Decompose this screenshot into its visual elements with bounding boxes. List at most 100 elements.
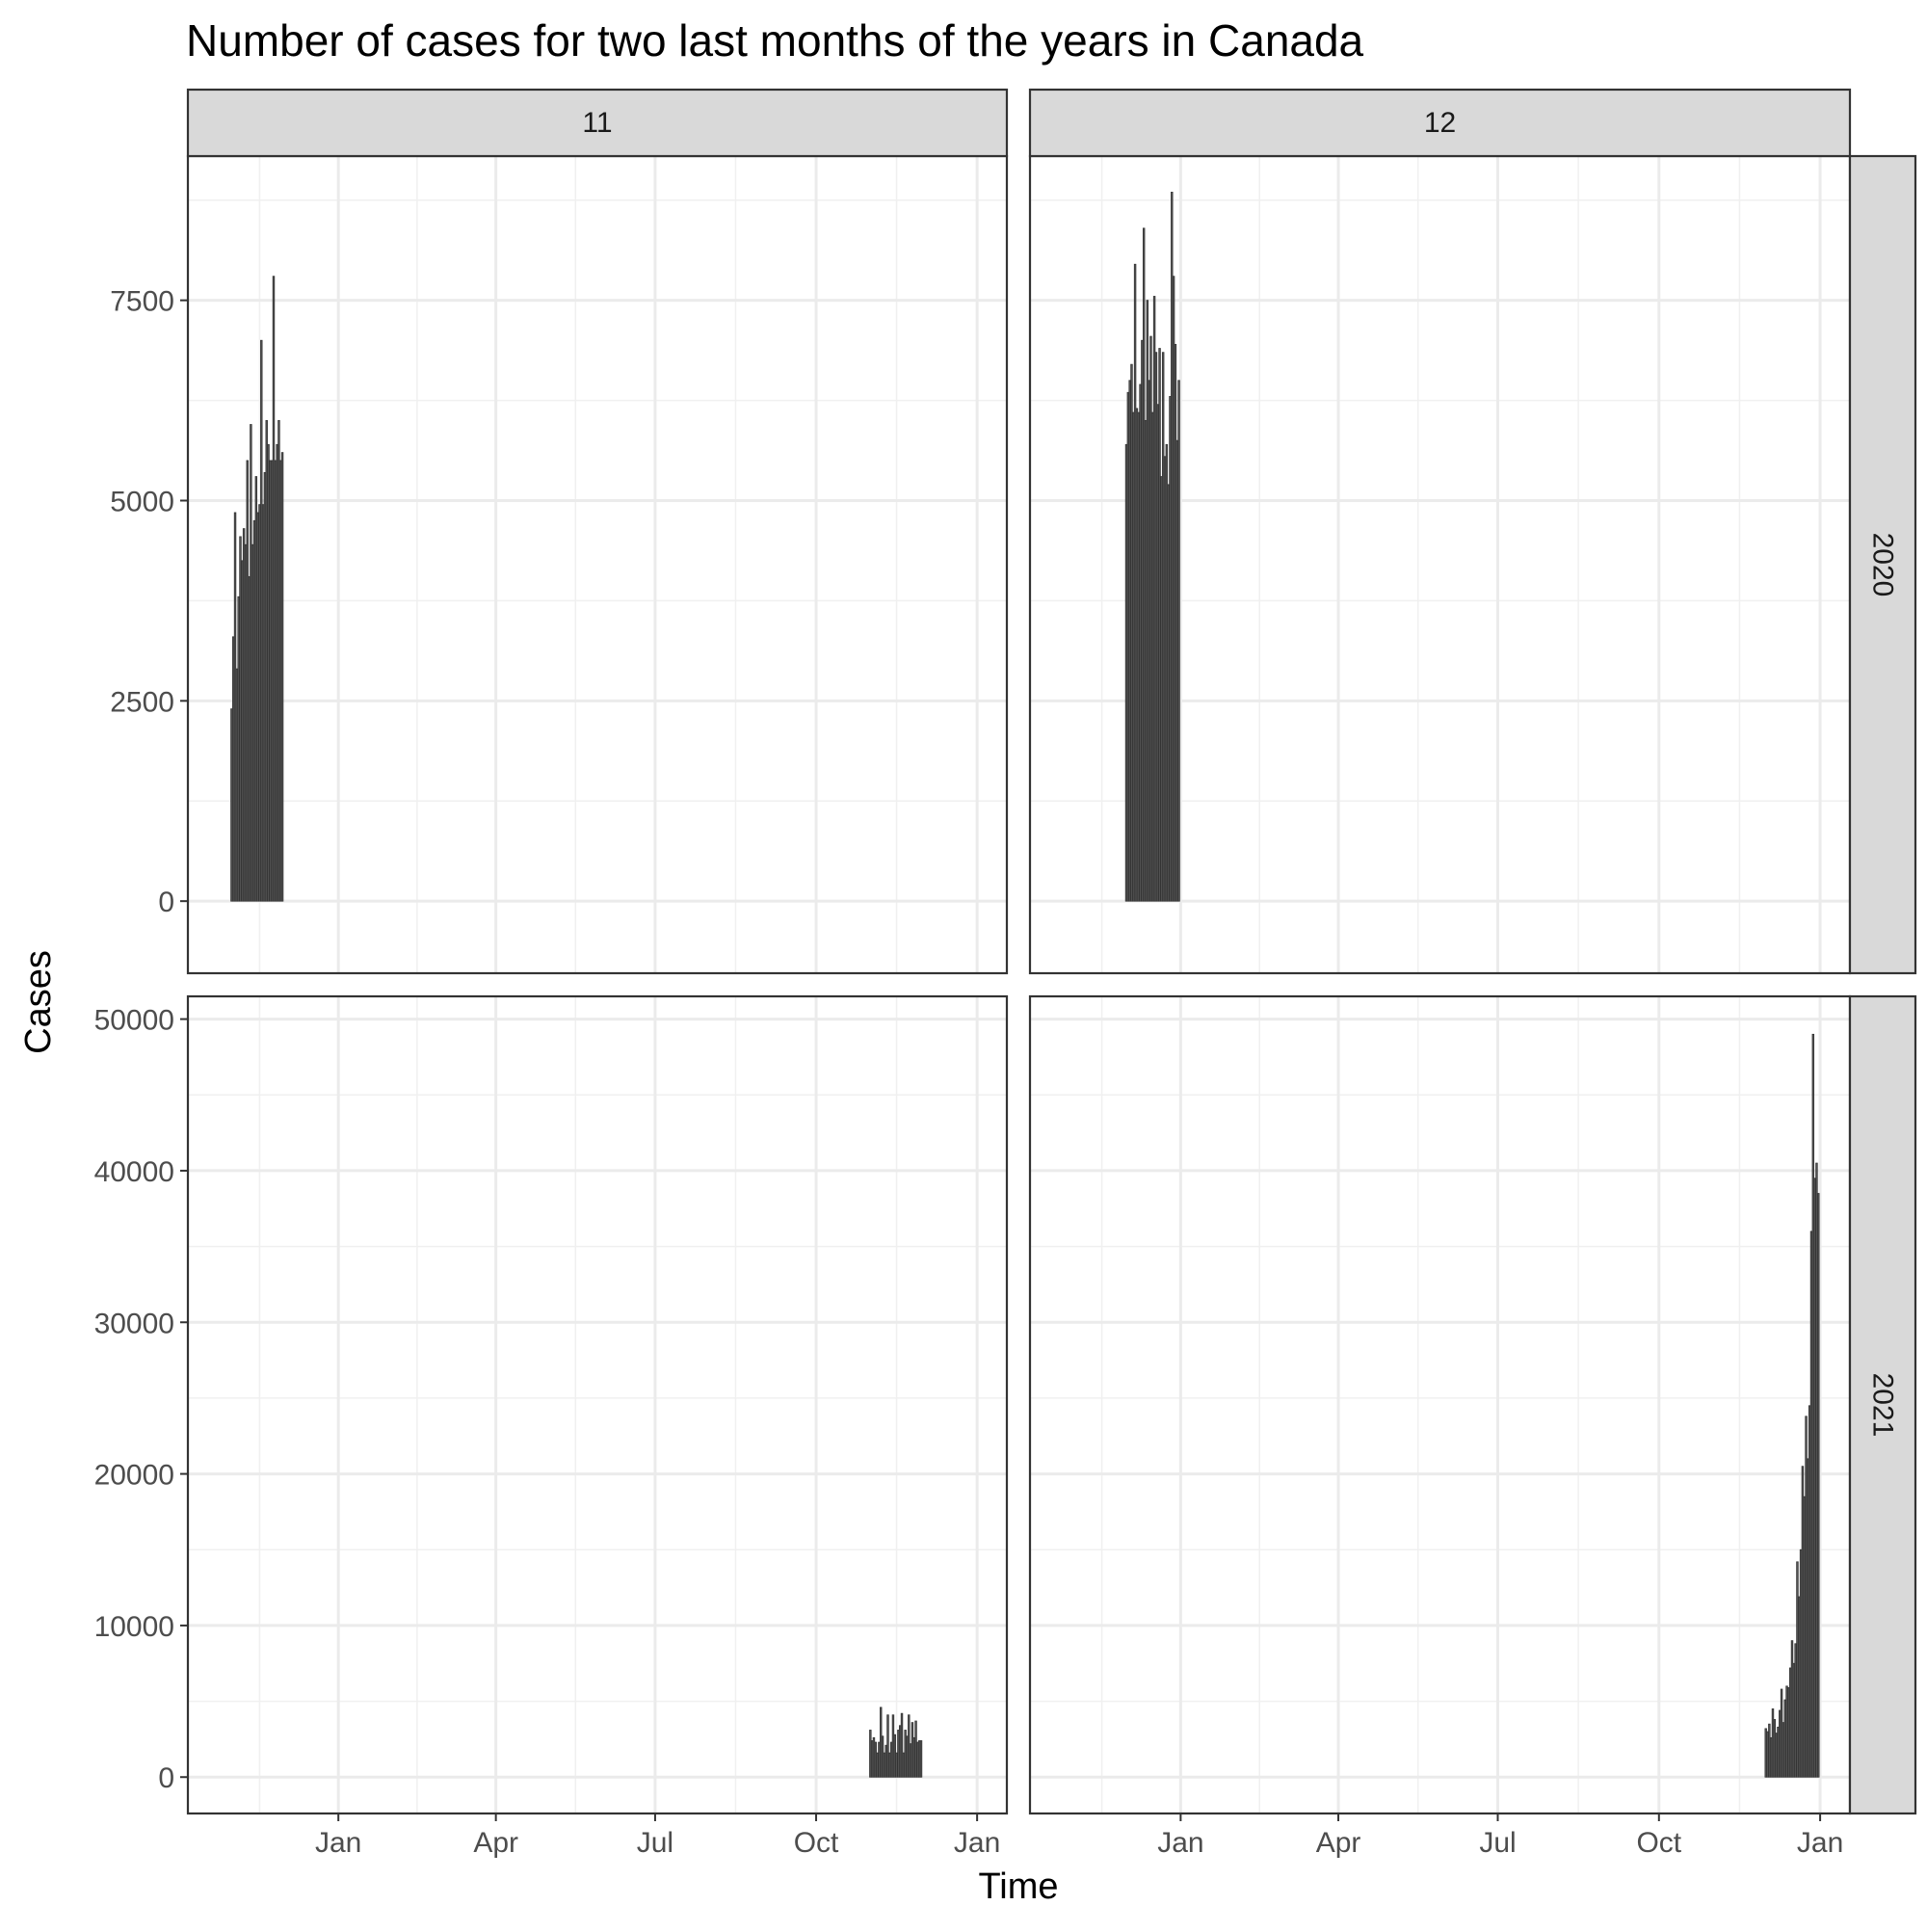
bar (1782, 1722, 1785, 1778)
bar (1135, 408, 1139, 902)
bar (1799, 1548, 1803, 1778)
bar (230, 708, 233, 902)
bar (902, 1752, 906, 1778)
bar (912, 1736, 915, 1778)
bar (272, 276, 276, 902)
bar (891, 1714, 895, 1778)
bar (1764, 1728, 1767, 1778)
bar (1768, 1723, 1771, 1778)
x-tick-label: Jan (315, 1827, 361, 1859)
y-tick-label: 10000 (94, 1611, 174, 1643)
bar (274, 460, 277, 902)
bar (1808, 1405, 1811, 1778)
bar (893, 1734, 896, 1778)
bar (270, 460, 274, 902)
column-strip-label: 11 (582, 107, 612, 139)
bar (1787, 1687, 1790, 1778)
bar (1128, 380, 1131, 902)
bar (872, 1736, 876, 1778)
bar (1156, 404, 1159, 902)
bar (1142, 227, 1146, 902)
bar (1148, 380, 1150, 902)
bar (1174, 343, 1177, 902)
bar (242, 528, 246, 902)
panel-background (188, 156, 1007, 973)
bar (277, 419, 280, 902)
bar (904, 1730, 907, 1778)
bar (1126, 391, 1130, 902)
x-tick-label: Apr (473, 1827, 518, 1859)
y-tick-label: 7500 (110, 286, 174, 318)
bar (246, 460, 249, 902)
bar (895, 1752, 898, 1778)
bar (898, 1725, 902, 1778)
bar (897, 1730, 900, 1778)
bar (1175, 439, 1178, 902)
x-tick-label: Oct (1636, 1827, 1681, 1859)
bar (237, 595, 240, 902)
column-strip (186, 88, 1009, 158)
bar (1769, 1736, 1773, 1778)
bar (1149, 335, 1152, 902)
column-strip-label: 12 (1424, 107, 1456, 139)
bar (888, 1752, 891, 1778)
bar (1788, 1667, 1792, 1778)
bar (1790, 1640, 1794, 1778)
row-strip (1848, 994, 1917, 1815)
bar (919, 1740, 923, 1778)
bar (883, 1752, 886, 1778)
y-tick-label: 40000 (94, 1156, 174, 1188)
bar (1811, 1033, 1815, 1778)
bar (909, 1743, 912, 1778)
bar (1141, 339, 1144, 902)
bar (880, 1707, 883, 1778)
bar (254, 476, 258, 902)
bar (235, 668, 239, 902)
bar (1775, 1733, 1778, 1778)
bar (265, 419, 268, 902)
x-axis-title: Time (978, 1866, 1058, 1907)
bar (889, 1741, 893, 1778)
y-tick-label: 5000 (110, 486, 174, 517)
y-axis-title: Cases (18, 950, 59, 1054)
y-tick-label: 2500 (110, 686, 174, 718)
bar (1798, 1596, 1801, 1778)
bar (908, 1714, 911, 1778)
bar (886, 1714, 889, 1778)
bar (1151, 411, 1154, 902)
x-tick-label: Jan (1157, 1827, 1203, 1859)
bar (1783, 1699, 1786, 1778)
bar (1807, 1458, 1809, 1778)
bar (1785, 1685, 1788, 1778)
x-tick-label: Jul (637, 1827, 673, 1859)
bar (232, 636, 235, 902)
panel-background (1030, 996, 1850, 1813)
bar (1124, 443, 1128, 902)
bar (1773, 1719, 1777, 1778)
bar (256, 512, 259, 902)
bar (1766, 1731, 1769, 1778)
bar (1169, 396, 1172, 902)
bar (916, 1741, 919, 1778)
bar (1163, 456, 1167, 902)
bar (1780, 1688, 1783, 1778)
bar (1803, 1495, 1806, 1778)
bar (250, 424, 252, 902)
bar (267, 443, 270, 902)
bar (881, 1735, 884, 1778)
bar (279, 460, 282, 902)
y-tick-label: 0 (158, 1762, 174, 1794)
bar (1813, 1178, 1816, 1778)
bar (869, 1730, 872, 1778)
bar (906, 1735, 909, 1778)
bar (1165, 443, 1169, 902)
bar (280, 452, 284, 902)
bar (276, 443, 278, 902)
bar (260, 339, 263, 902)
row-strip-label: 2020 (1867, 533, 1899, 597)
bar (1133, 263, 1137, 902)
row-strip-label: 2021 (1867, 1373, 1899, 1438)
bar (1130, 363, 1133, 902)
bar (1132, 411, 1135, 902)
